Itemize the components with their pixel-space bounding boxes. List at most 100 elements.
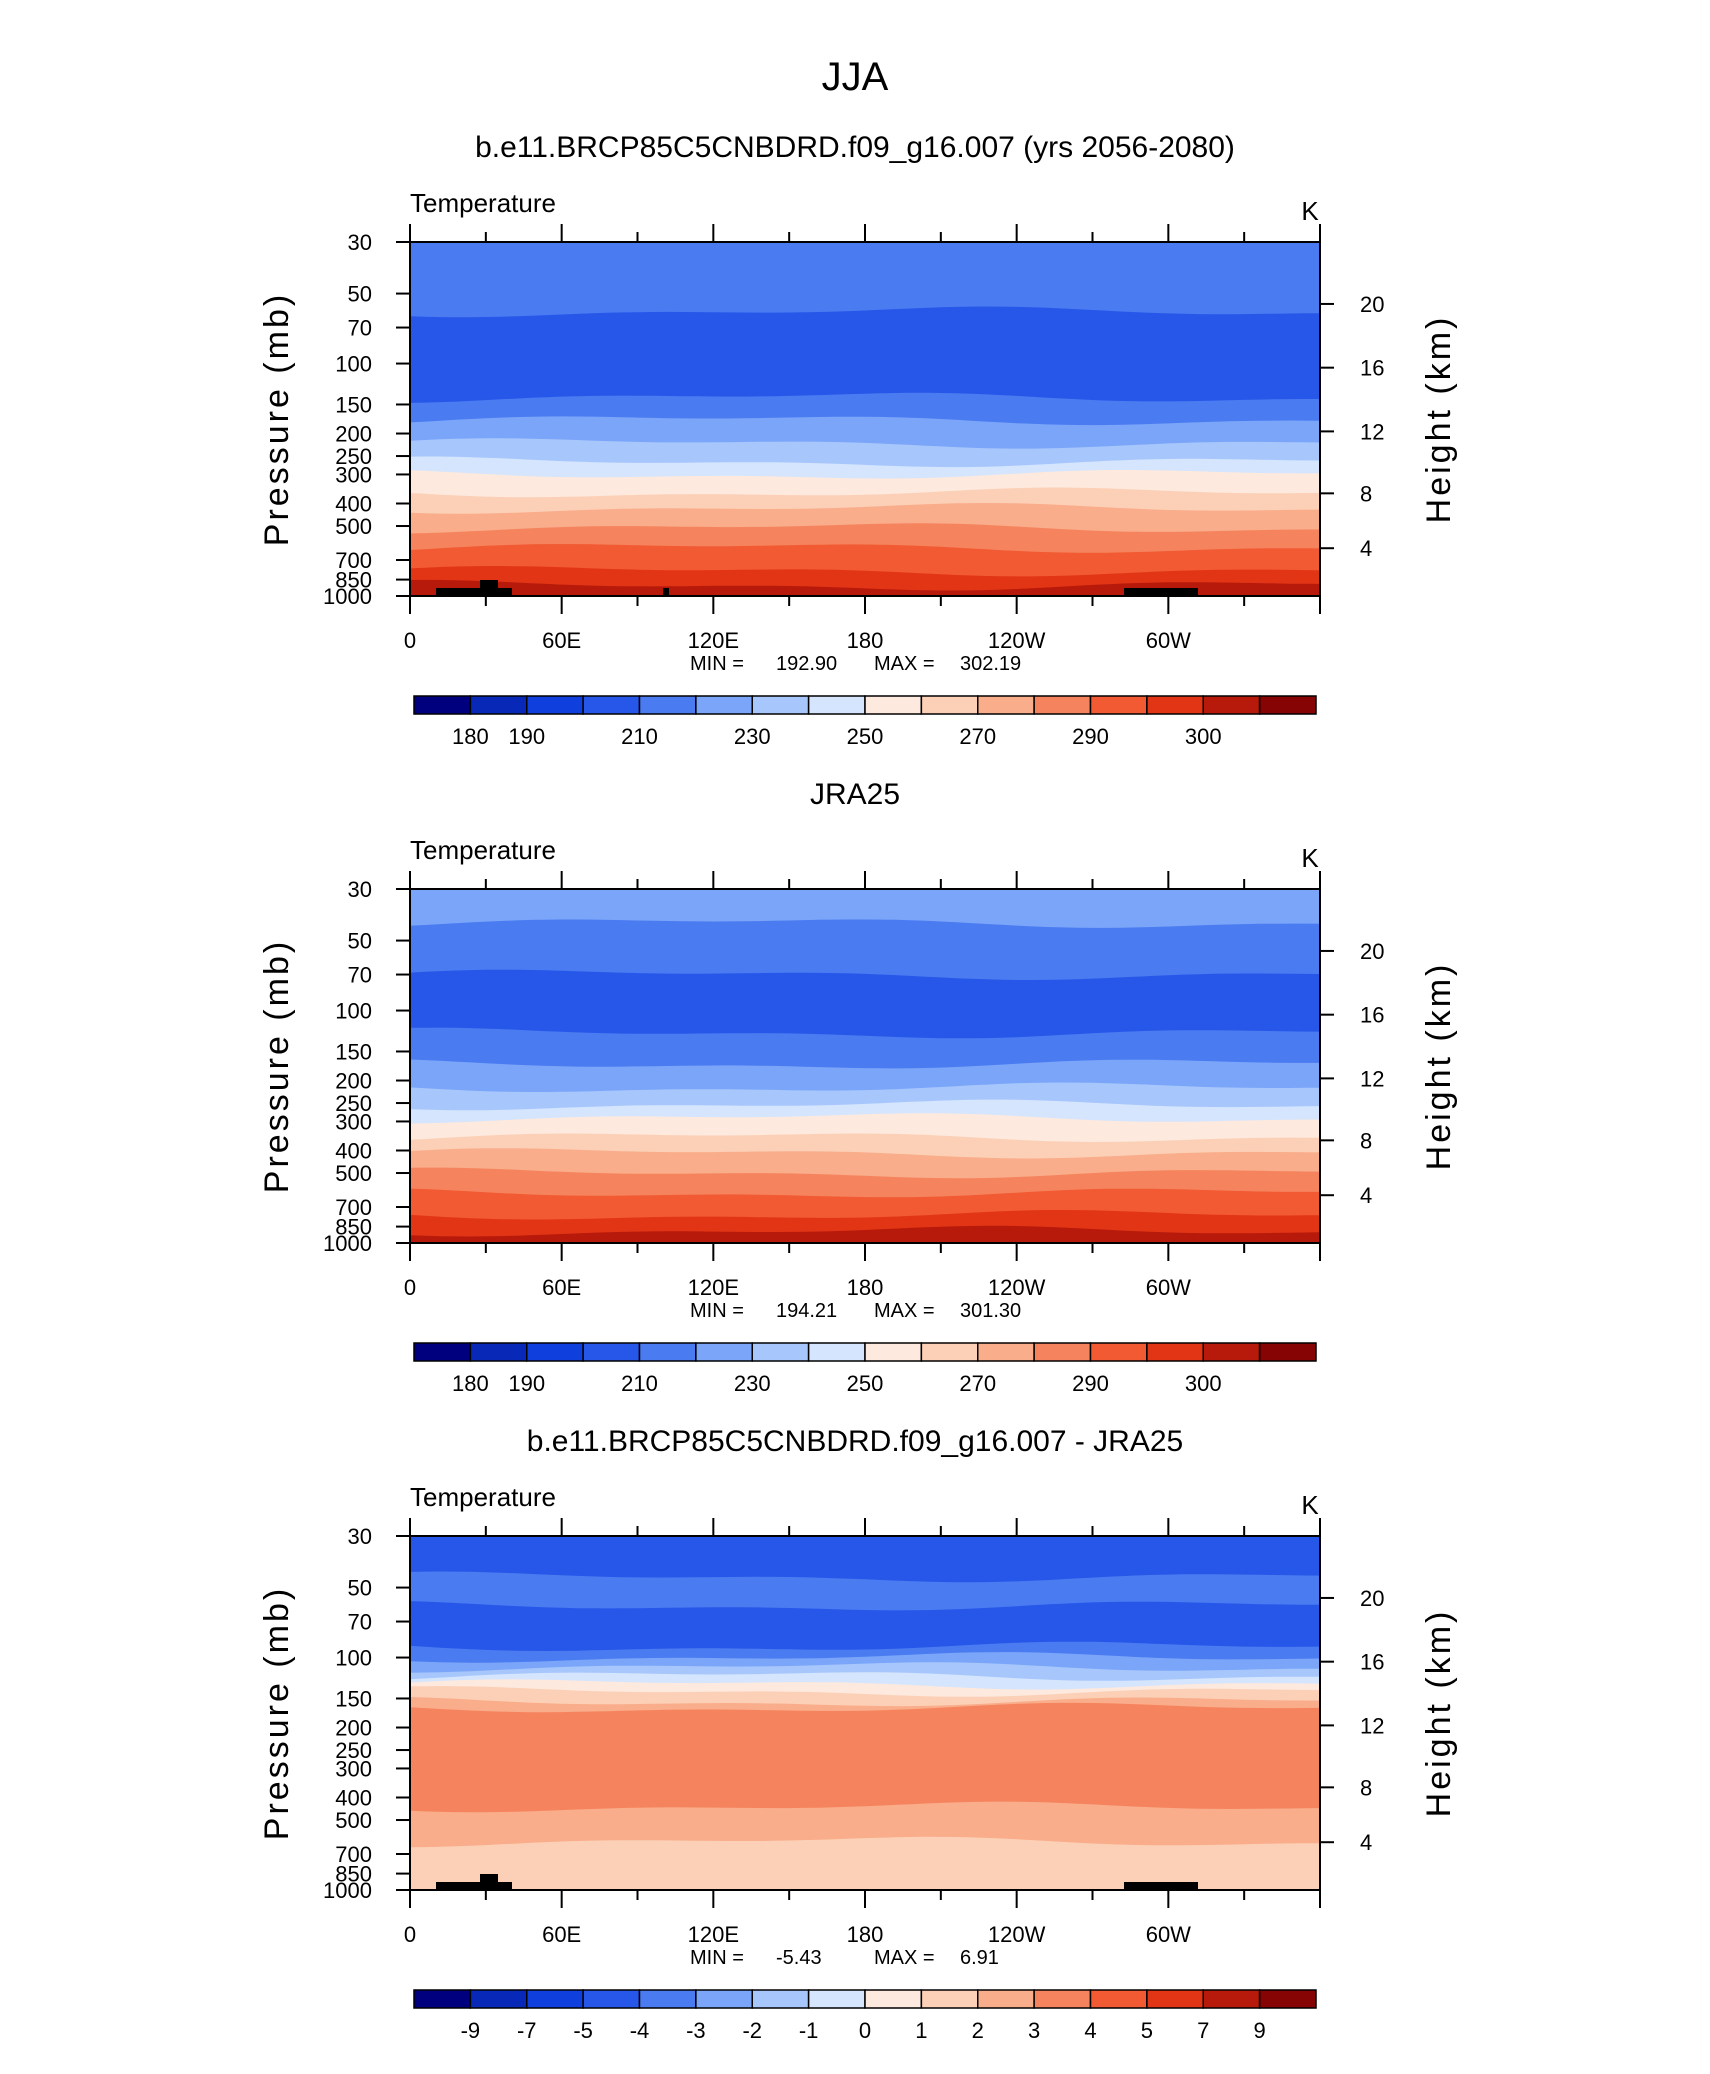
topography bbox=[663, 588, 669, 596]
colorbar-box bbox=[807, 695, 866, 715]
y-tick-label: 70 bbox=[348, 1610, 372, 1635]
x-tick-label: 120E bbox=[688, 1275, 739, 1300]
colorbar-box bbox=[413, 1989, 472, 2009]
x-tick-label: 60W bbox=[1146, 1275, 1191, 1300]
colorbar-label: 230 bbox=[734, 724, 771, 749]
y-axis-label: Pressure (mb) bbox=[258, 292, 296, 546]
colorbar-label: -2 bbox=[742, 2018, 762, 2043]
y-tick-right-label: 8 bbox=[1360, 1775, 1372, 1800]
y-tick-right-label: 20 bbox=[1360, 292, 1384, 317]
figure-title: JJA bbox=[822, 55, 889, 99]
colorbar-box bbox=[638, 695, 697, 715]
y-tick-label: 850 bbox=[335, 1862, 372, 1887]
colorbar-box bbox=[695, 1342, 753, 1362]
max-value: 302.19 bbox=[960, 653, 1021, 675]
contour-band bbox=[410, 1836, 1320, 1890]
y-tick-right-label: 20 bbox=[1360, 939, 1384, 964]
colorbar-box bbox=[920, 1989, 979, 2009]
colorbar-box bbox=[695, 1989, 753, 2009]
x-tick-label: 180 bbox=[847, 1275, 884, 1300]
panel-2: JRA25 Temperature K 0 60E 120E 180 120W 60W 30 50 7… bbox=[258, 778, 1458, 1396]
colorbar-box bbox=[582, 1342, 641, 1362]
y-tick-label: 1000 bbox=[323, 584, 372, 609]
colorbar-label: 9 bbox=[1254, 2018, 1266, 2043]
panel-title: JRA25 bbox=[810, 778, 900, 811]
colorbar-box bbox=[1089, 695, 1148, 715]
colorbar-box bbox=[1146, 1989, 1204, 2009]
colorbar-label: 290 bbox=[1072, 724, 1109, 749]
colorbar-box bbox=[977, 1989, 1035, 2009]
colorbar-label: 270 bbox=[959, 1371, 996, 1396]
colorbar-label: 300 bbox=[1185, 1371, 1222, 1396]
y-tick-label: 850 bbox=[335, 1215, 372, 1240]
colorbar-label: 2 bbox=[972, 2018, 984, 2043]
y-tick-label: 300 bbox=[335, 462, 372, 487]
max-label: MAX = bbox=[874, 653, 935, 675]
colorbar-label: 180 bbox=[452, 724, 489, 749]
max-value: 301.30 bbox=[960, 1300, 1021, 1322]
colorbar-label: 4 bbox=[1084, 2018, 1096, 2043]
y-axis-right-label: Height (km) bbox=[1420, 1609, 1458, 1818]
plot-area bbox=[410, 1536, 1320, 1890]
colorbar-box bbox=[582, 1989, 641, 2009]
colorbar-box bbox=[582, 695, 641, 715]
colorbar-label: 3 bbox=[1028, 2018, 1040, 2043]
y-tick-label: 250 bbox=[335, 1738, 372, 1763]
colorbar-label: -3 bbox=[686, 2018, 706, 2043]
y-tick-label: 150 bbox=[335, 1039, 372, 1064]
colorbar-box bbox=[1089, 1342, 1148, 1362]
colorbar-label: 250 bbox=[847, 1371, 884, 1396]
colorbar-box bbox=[1258, 695, 1317, 715]
colorbar-box bbox=[469, 1989, 528, 2009]
colorbar-box bbox=[1033, 695, 1092, 715]
colorbar-box bbox=[469, 1342, 528, 1362]
y-tick-right-label: 8 bbox=[1360, 481, 1372, 506]
colorbar-box bbox=[751, 1989, 810, 2009]
topography bbox=[1124, 588, 1198, 596]
units-label: K bbox=[1301, 196, 1319, 226]
y-tick-label: 400 bbox=[335, 1138, 372, 1163]
x-tick-label: 0 bbox=[404, 1922, 416, 1947]
y-axis-right-label: Height (km) bbox=[1420, 962, 1458, 1171]
topography bbox=[436, 1882, 512, 1890]
colorbar-box bbox=[638, 1342, 697, 1362]
y-tick-right-label: 12 bbox=[1360, 1713, 1384, 1738]
colorbar-label: -5 bbox=[573, 2018, 593, 2043]
min-value: -5.43 bbox=[776, 1947, 822, 1969]
panel-title: b.e11.BRCP85C5CNBDRD.f09_g16.007 (yrs 20… bbox=[475, 131, 1235, 164]
y-tick-right-label: 4 bbox=[1360, 536, 1372, 561]
colorbar-box bbox=[1033, 1342, 1092, 1362]
x-tick-label: 60W bbox=[1146, 1922, 1191, 1947]
y-tick-right-label: 16 bbox=[1360, 356, 1384, 381]
topography bbox=[436, 588, 512, 596]
colorbar-label: 5 bbox=[1141, 2018, 1153, 2043]
y-tick-label: 250 bbox=[335, 1091, 372, 1116]
y-tick-label: 250 bbox=[335, 444, 372, 469]
x-tick-label: 0 bbox=[404, 1275, 416, 1300]
colorbar-box bbox=[1258, 1342, 1317, 1362]
colorbar-box bbox=[864, 1989, 923, 2009]
topography bbox=[480, 580, 498, 596]
y-axis-label: Pressure (mb) bbox=[258, 939, 296, 1193]
colorbar-label: 300 bbox=[1185, 724, 1222, 749]
colorbar-box bbox=[526, 695, 584, 715]
y-tick-right-label: 4 bbox=[1360, 1183, 1372, 1208]
colorbar-box bbox=[1089, 1989, 1148, 2009]
colorbar-box bbox=[1033, 1989, 1092, 2009]
x-tick-label: 60E bbox=[542, 628, 581, 653]
colorbar-box bbox=[526, 1342, 584, 1362]
y-tick-label: 300 bbox=[335, 1109, 372, 1134]
x-tick-label: 0 bbox=[404, 628, 416, 653]
min-label: MIN = bbox=[690, 653, 744, 675]
y-tick-label: 30 bbox=[348, 230, 372, 255]
colorbar-box bbox=[1202, 1342, 1261, 1362]
y-tick-label: 100 bbox=[335, 352, 372, 377]
max-label: MAX = bbox=[874, 1300, 935, 1322]
colorbar-label: 210 bbox=[621, 1371, 658, 1396]
y-tick-label: 50 bbox=[348, 1576, 372, 1601]
panel-1: b.e11.BRCP85C5CNBDRD.f09_g16.007 (yrs 20… bbox=[258, 131, 1458, 749]
y-tick-label: 150 bbox=[335, 392, 372, 417]
max-value: 6.91 bbox=[960, 1947, 999, 1969]
colorbar-label: 0 bbox=[859, 2018, 871, 2043]
